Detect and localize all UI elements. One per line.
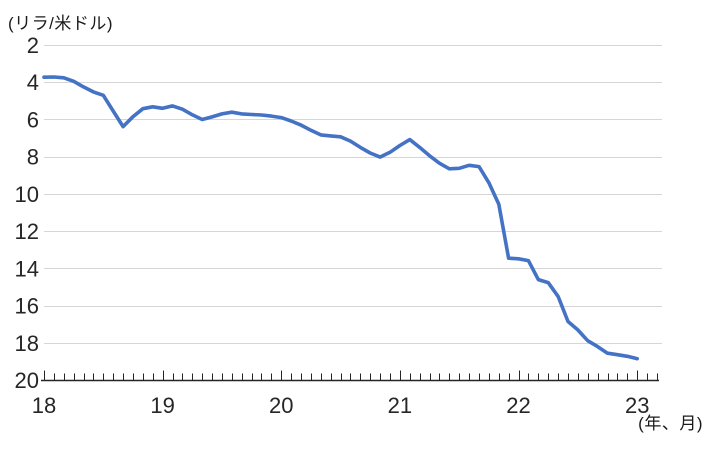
- x-tick-label: 19: [150, 393, 174, 418]
- x-tick-label: 20: [269, 393, 293, 418]
- y-tick-label: 14: [15, 256, 39, 281]
- y-tick-label: 20: [15, 368, 39, 393]
- y-axis-unit-label: (リラ/米ドル): [8, 14, 114, 33]
- y-tick-label: 4: [27, 70, 39, 95]
- data-line: [42, 75, 640, 361]
- y-tick-label: 10: [15, 182, 39, 207]
- x-tick-label: 22: [506, 393, 530, 418]
- y-tick-label: 6: [27, 108, 39, 133]
- y-tick-label: 12: [15, 219, 39, 244]
- x-tick-label: 18: [32, 393, 56, 418]
- x-tick-label: 21: [388, 393, 412, 418]
- y-tick-label: 2: [27, 33, 39, 58]
- x-tick-label: 23: [625, 393, 649, 418]
- y-tick-label: 8: [27, 145, 39, 170]
- y-tick-label: 16: [15, 294, 39, 319]
- x-axis-unit-label: (年、月): [638, 414, 703, 433]
- y-tick-label: 18: [15, 331, 39, 356]
